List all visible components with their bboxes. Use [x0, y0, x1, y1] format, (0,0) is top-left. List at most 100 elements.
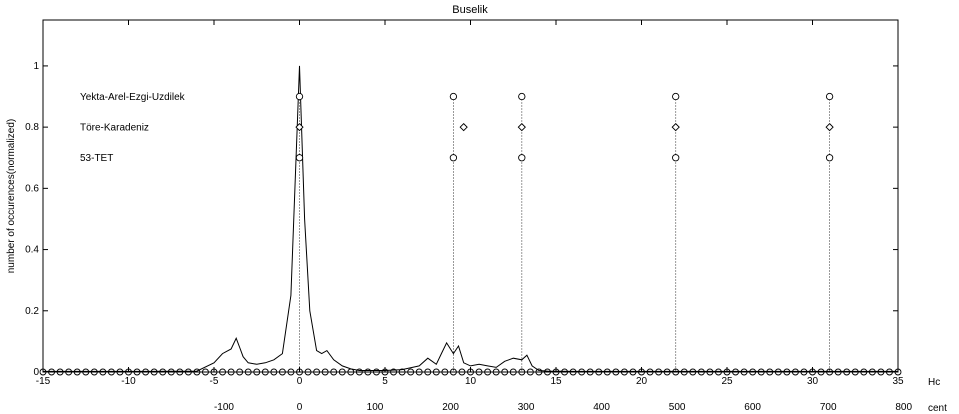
theory-marker-circle [672, 154, 680, 162]
baseline-marker [569, 368, 577, 376]
baseline-marker [99, 368, 107, 376]
baseline-marker [176, 368, 184, 376]
theory-marker-diamond [295, 122, 304, 132]
baseline-marker [219, 368, 227, 376]
baseline-marker [766, 368, 774, 376]
x-secondary-tick-label: 700 [820, 402, 837, 413]
baseline-marker [210, 368, 218, 376]
baseline-marker [159, 368, 167, 376]
baseline-marker [544, 368, 551, 376]
baseline-marker [886, 368, 893, 376]
baseline-marker [629, 368, 637, 376]
baseline-marker [125, 368, 132, 376]
baseline-marker [877, 368, 885, 376]
baseline-marker [501, 368, 509, 376]
baseline-marker [509, 368, 517, 376]
baseline-marker [638, 368, 645, 376]
baseline-marker [723, 368, 731, 376]
baseline-marker [834, 368, 842, 376]
baseline-marker [133, 368, 141, 376]
baseline-marker [321, 368, 329, 376]
baseline-marker [355, 368, 363, 376]
baseline-marker [296, 368, 303, 376]
baseline-marker [390, 368, 397, 376]
baseline-marker [407, 368, 415, 376]
x-tick-label: -5 [210, 376, 219, 387]
baseline-marker [646, 368, 654, 376]
baseline-marker [791, 368, 799, 376]
baseline-marker [783, 368, 791, 376]
y-tick-label: 1 [33, 61, 39, 72]
x-unit-label: Hc [928, 377, 940, 388]
baseline-marker [449, 368, 457, 376]
plot-area [42, 19, 899, 373]
x-axis-ticks: -15 -10 -5 0 5 10 15 20 25 30 35 [36, 20, 904, 387]
baseline-marker [492, 368, 500, 376]
baseline-marker [484, 368, 492, 376]
baseline-marker [65, 368, 73, 376]
baseline-marker [227, 368, 235, 376]
theory-marker-circle [518, 92, 526, 101]
theory-marker-circle [825, 92, 834, 101]
baseline-marker [270, 368, 278, 376]
baseline-marker [142, 368, 150, 376]
y-tick-label: 0.8 [25, 122, 39, 133]
baseline-marker [672, 368, 680, 376]
x-tick-label: 10 [465, 376, 477, 387]
theory-marker-diamond [825, 122, 834, 132]
baseline-marker [655, 368, 663, 376]
baseline-marker [894, 368, 902, 376]
theory-marker-circle [449, 92, 458, 101]
theory-markers [295, 92, 834, 162]
legend-entry: Yekta-Arel-Ezgi-Uzdilek [80, 92, 186, 103]
x-secondary-axis-ticks: -100 0 100 200 300 400 500 600 700 800 [214, 402, 913, 413]
baseline-marker [167, 368, 175, 376]
baseline-marker [330, 368, 338, 376]
baseline-marker [48, 368, 55, 376]
baseline-marker [441, 368, 449, 376]
baseline-marker [620, 368, 628, 376]
baseline-marker [373, 368, 380, 376]
theory-marker-diamond [459, 122, 468, 132]
baseline-marker [612, 368, 620, 376]
x-tick-label: 15 [550, 376, 562, 387]
baseline-marker [381, 368, 389, 376]
baseline-marker [244, 368, 252, 376]
baseline-marker [347, 368, 355, 376]
baseline-marker [663, 368, 671, 376]
baseline-marker [851, 368, 859, 376]
baseline-marker [364, 368, 372, 376]
baseline-marker [680, 368, 688, 376]
x-secondary-tick-label: -100 [214, 402, 234, 413]
x-tick-label: 5 [382, 376, 388, 387]
x-secondary-tick-label: 200 [442, 402, 459, 413]
legend-entry: 53-TET [80, 153, 113, 164]
baseline-marker [398, 368, 406, 376]
baseline-marker [868, 368, 876, 376]
baseline-marker [535, 368, 543, 376]
x-secondary-tick-label: 300 [518, 402, 535, 413]
baseline-marker [432, 368, 440, 376]
baseline-marker [415, 368, 423, 376]
baseline-marker [518, 368, 526, 376]
baseline-marker [800, 368, 808, 376]
y-axis-ticks: 0 0.2 0.4 0.6 0.8 1 [25, 61, 898, 378]
x-secondary-tick-label: 800 [895, 402, 912, 413]
baseline-marker [193, 368, 201, 376]
baseline-marker [552, 368, 560, 376]
x-tick-label: -10 [121, 376, 136, 387]
baseline-marker [526, 368, 534, 376]
chart-title: Buselik [452, 4, 488, 16]
baseline-marker [826, 368, 834, 376]
baseline-marker [458, 368, 466, 376]
theory-marker-circle [672, 92, 680, 101]
baseline-marker [689, 368, 697, 376]
theory-marker-circle [518, 154, 526, 162]
baseline-marker [116, 368, 124, 376]
y-tick-label: 0.6 [25, 183, 39, 194]
histogram-series [43, 65, 898, 372]
x-tick-label: 30 [807, 376, 819, 387]
x-tick-label: -15 [36, 376, 51, 387]
x-secondary-tick-label: 500 [669, 402, 686, 413]
